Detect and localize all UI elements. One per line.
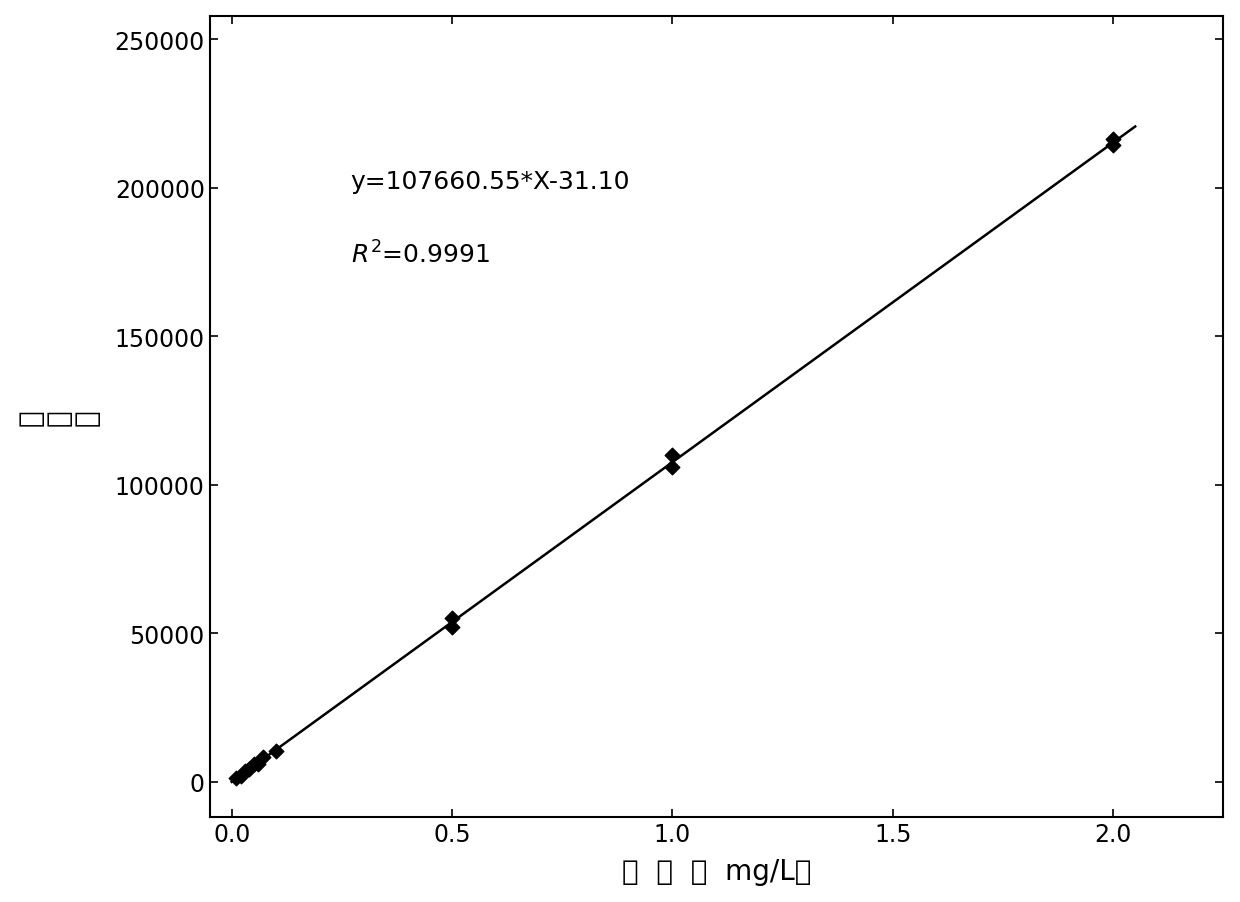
Y-axis label: 峰
面
积: 峰 面 积	[16, 409, 100, 426]
Point	[239, 762, 259, 777]
Point	[443, 611, 463, 625]
Text: $R^2$=0.9991: $R^2$=0.9991	[351, 241, 490, 268]
Text: y=107660.55*X-31.10: y=107660.55*X-31.10	[351, 170, 630, 194]
Point	[253, 750, 273, 765]
Point	[236, 764, 255, 778]
Point	[1104, 139, 1123, 153]
Point	[244, 758, 264, 772]
Point	[1104, 133, 1123, 147]
X-axis label: 浓  度  （  mg/L）: 浓 度 （ mg/L）	[621, 858, 811, 886]
Point	[662, 448, 682, 463]
Point	[662, 461, 682, 475]
Point	[231, 769, 250, 783]
Point	[248, 757, 268, 771]
Point	[265, 744, 285, 759]
Point	[443, 621, 463, 635]
Point	[226, 771, 246, 786]
